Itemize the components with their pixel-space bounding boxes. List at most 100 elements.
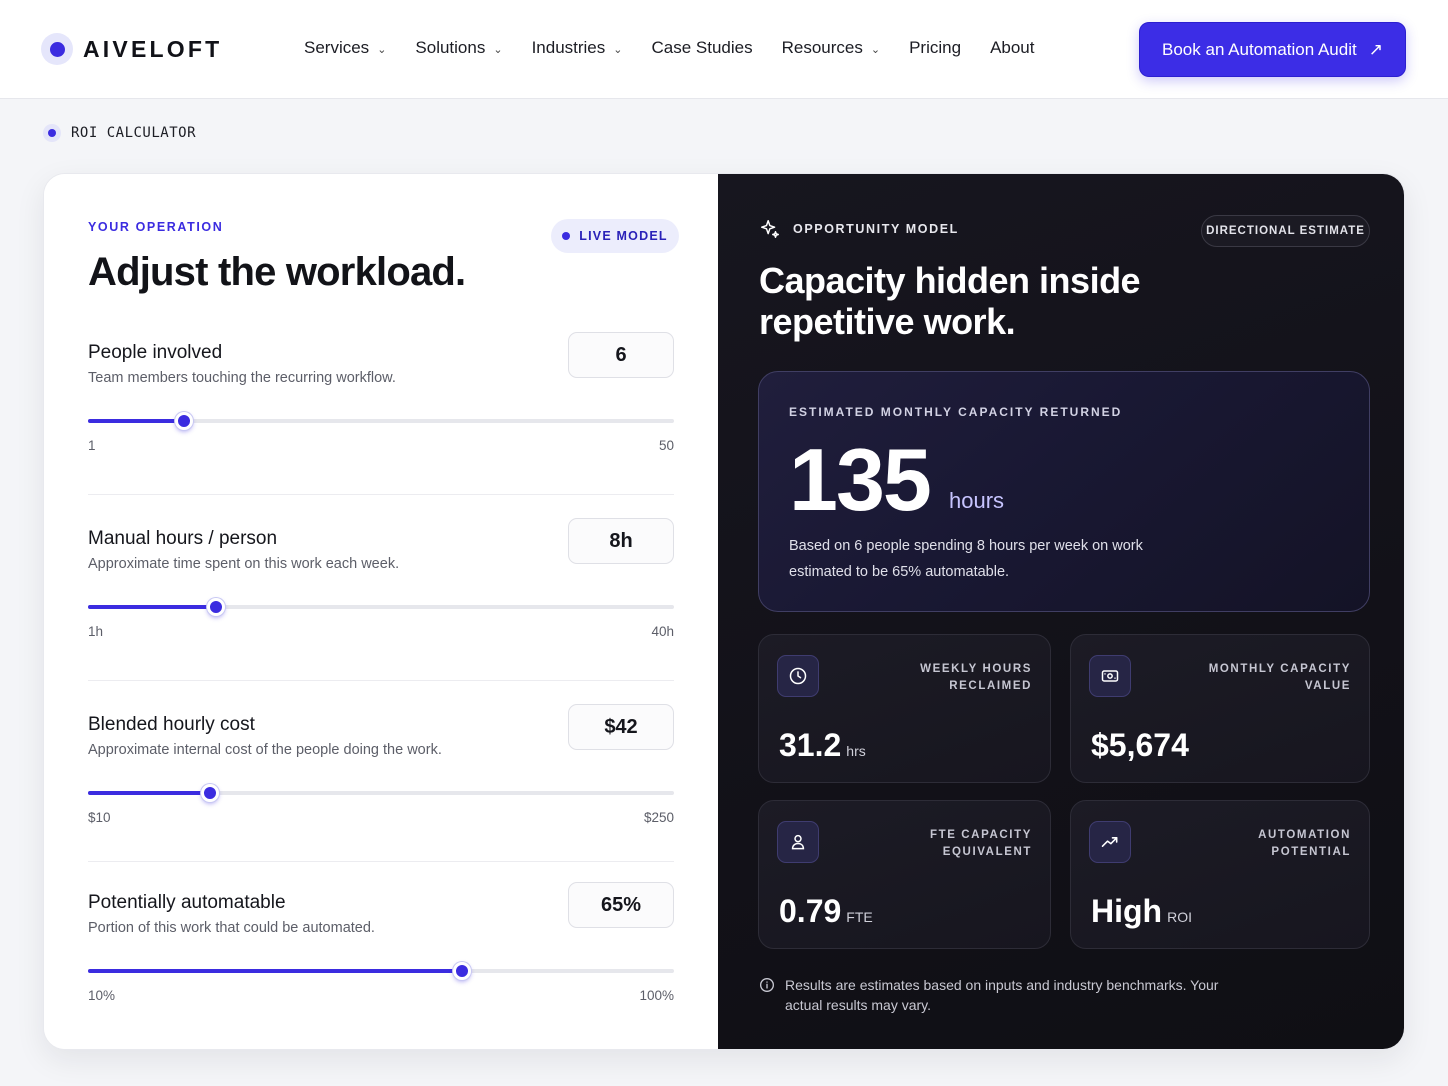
user-icon bbox=[777, 821, 819, 863]
slider-max-label: 40h bbox=[651, 624, 674, 639]
cta-label: Book an Automation Audit bbox=[1162, 39, 1357, 59]
slider-thumb[interactable] bbox=[200, 784, 219, 802]
cash-icon bbox=[1089, 655, 1131, 697]
hero-unit: hours bbox=[949, 488, 1005, 513]
stat-number: 0.79 bbox=[779, 893, 842, 929]
slider-min-label: 10% bbox=[88, 988, 116, 1003]
stat-label: WEEKLY HOURS RECLAIMED bbox=[920, 663, 1032, 692]
stat-label: AUTOMATION POTENTIAL bbox=[1258, 829, 1351, 858]
slider-min-label: 1h bbox=[88, 624, 104, 639]
divider bbox=[88, 861, 674, 862]
brand-logo[interactable]: AIVELOFT bbox=[41, 31, 222, 67]
info-icon bbox=[760, 978, 774, 992]
slider-fill bbox=[88, 969, 462, 973]
nav-item-resources[interactable]: Resources ⌄ bbox=[782, 38, 880, 58]
clock-icon bbox=[777, 655, 819, 697]
nav-item-label: Case Studies bbox=[651, 38, 753, 57]
nav-item-solutions[interactable]: Solutions ⌄ bbox=[415, 38, 502, 58]
chevron-down-icon: ⌄ bbox=[493, 43, 503, 56]
control-description: Team members touching the recurring work… bbox=[88, 370, 396, 386]
logo-mark-icon bbox=[41, 33, 73, 65]
stat-number: $5,674 bbox=[1091, 727, 1189, 763]
directional-estimate-badge: DIRECTIONAL ESTIMATE bbox=[1201, 215, 1370, 247]
chevron-down-icon: ⌄ bbox=[377, 43, 387, 56]
nav-item-about[interactable]: About bbox=[990, 38, 1034, 58]
control-title: Blended hourly cost bbox=[88, 714, 255, 735]
roi-calculator-card: YOUR OPERATION LIVE MODEL Adjust the wor… bbox=[43, 173, 1405, 1050]
slider-fill bbox=[88, 791, 210, 795]
nav-item-label: Solutions bbox=[415, 38, 486, 57]
slider-fill bbox=[88, 419, 185, 423]
slider-max-label: $250 bbox=[643, 810, 674, 825]
live-model-badge: LIVE MODEL bbox=[551, 219, 679, 253]
stat-value: 31.2 hrs bbox=[779, 727, 866, 764]
control-title: People involved bbox=[88, 342, 223, 363]
control-description: Approximate internal cost of the people … bbox=[88, 742, 442, 758]
hourly-cost-input[interactable]: $42 bbox=[568, 704, 674, 750]
control-description: Approximate time spent on this work each… bbox=[88, 556, 400, 572]
control-description: Portion of this work that could be autom… bbox=[88, 920, 375, 936]
book-audit-button[interactable]: Book an Automation Audit ↗ bbox=[1139, 22, 1406, 77]
stat-unit: FTE bbox=[846, 909, 873, 925]
people-involved-input[interactable]: 6 bbox=[568, 332, 674, 378]
automatable-input[interactable]: 65% bbox=[568, 882, 674, 928]
nav-item-label: Resources bbox=[781, 38, 863, 57]
stat-label: MONTHLY CAPACITY VALUE bbox=[1208, 663, 1351, 692]
sparkle-icon bbox=[761, 220, 779, 238]
stat-unit: ROI bbox=[1167, 909, 1192, 925]
hero-value: 135 bbox=[789, 430, 932, 529]
slider-max-label: 50 bbox=[658, 438, 674, 453]
slider-max-label: 100% bbox=[639, 988, 674, 1003]
stat-number: 31.2 bbox=[779, 727, 842, 763]
stat-unit: hrs bbox=[846, 743, 866, 759]
automation-potential-stat: AUTOMATION POTENTIAL High ROI bbox=[1070, 800, 1370, 949]
slider-min-label: 1 bbox=[88, 438, 96, 453]
people-involved-slider[interactable] bbox=[88, 412, 674, 430]
control-title: Potentially automatable bbox=[88, 892, 286, 913]
operation-kicker: YOUR OPERATION bbox=[88, 220, 224, 234]
nav-item-services[interactable]: Services ⌄ bbox=[304, 38, 386, 58]
manual-hours-slider[interactable] bbox=[88, 598, 674, 616]
weekly-hours-stat: WEEKLY HOURS RECLAIMED 31.2 hrs bbox=[758, 634, 1051, 783]
nav-item-label: About bbox=[990, 38, 1035, 57]
stat-value: High ROI bbox=[1091, 893, 1192, 930]
nav-item-industries[interactable]: Industries ⌄ bbox=[532, 38, 623, 58]
nav-item-label: Industries bbox=[531, 38, 606, 57]
slider-thumb[interactable] bbox=[175, 412, 194, 430]
chevron-down-icon: ⌄ bbox=[613, 43, 623, 56]
main-nav: Services ⌄ Solutions ⌄ Industries ⌄ Case St… bbox=[304, 38, 1064, 58]
stat-label: FTE CAPACITY EQUIVALENT bbox=[929, 829, 1032, 858]
control-title: Manual hours / person bbox=[88, 528, 278, 549]
live-dot-icon bbox=[562, 232, 571, 240]
opportunity-kicker: OPPORTUNITY MODEL bbox=[793, 222, 959, 236]
slider-thumb[interactable] bbox=[452, 962, 471, 980]
nav-item-label: Services bbox=[304, 38, 370, 57]
live-model-label: LIVE MODEL bbox=[579, 229, 668, 243]
stat-number: High bbox=[1091, 893, 1163, 929]
hero-description: Based on 6 people spending 8 hours per w… bbox=[789, 538, 1143, 580]
manual-hours-input[interactable]: 8h bbox=[568, 518, 674, 564]
slider-thumb[interactable] bbox=[206, 598, 225, 616]
opportunity-title: Capacity hidden inside repetitive work. bbox=[759, 260, 1141, 342]
nav-item-label: Pricing bbox=[909, 38, 962, 57]
nav-item-case-studies[interactable]: Case Studies bbox=[651, 38, 752, 58]
results-disclaimer: Results are estimates based on inputs an… bbox=[759, 975, 1245, 1015]
arrow-up-right-icon: ↗ bbox=[1368, 39, 1383, 59]
stat-value: 0.79 FTE bbox=[779, 893, 873, 930]
eyebrow-dot-icon bbox=[43, 124, 61, 142]
monthly-capacity-hero: ESTIMATED MONTHLY CAPACITY RETURNED 135 … bbox=[758, 371, 1370, 612]
operation-title: Adjust the workload. bbox=[88, 250, 466, 294]
hourly-cost-slider[interactable] bbox=[88, 784, 674, 802]
stat-value: $5,674 bbox=[1091, 727, 1194, 764]
hero-kicker: ESTIMATED MONTHLY CAPACITY RETURNED bbox=[789, 405, 1123, 419]
nav-item-pricing[interactable]: Pricing bbox=[909, 38, 961, 58]
eyebrow-label: ROI CALCULATOR bbox=[71, 125, 197, 141]
chevron-down-icon: ⌄ bbox=[870, 43, 881, 56]
brand-name: AIVELOFT bbox=[83, 35, 223, 62]
opportunity-panel: OPPORTUNITY MODEL DIRECTIONAL ESTIMATE C… bbox=[718, 174, 1404, 1049]
slider-fill bbox=[88, 605, 216, 609]
trending-up-icon bbox=[1089, 821, 1131, 863]
disclaimer-text: Results are estimates based on inputs an… bbox=[785, 977, 1219, 1013]
automatable-slider[interactable] bbox=[88, 962, 674, 980]
top-navbar: AIVELOFT Services ⌄ Solutions ⌄ Industries… bbox=[0, 0, 1448, 99]
